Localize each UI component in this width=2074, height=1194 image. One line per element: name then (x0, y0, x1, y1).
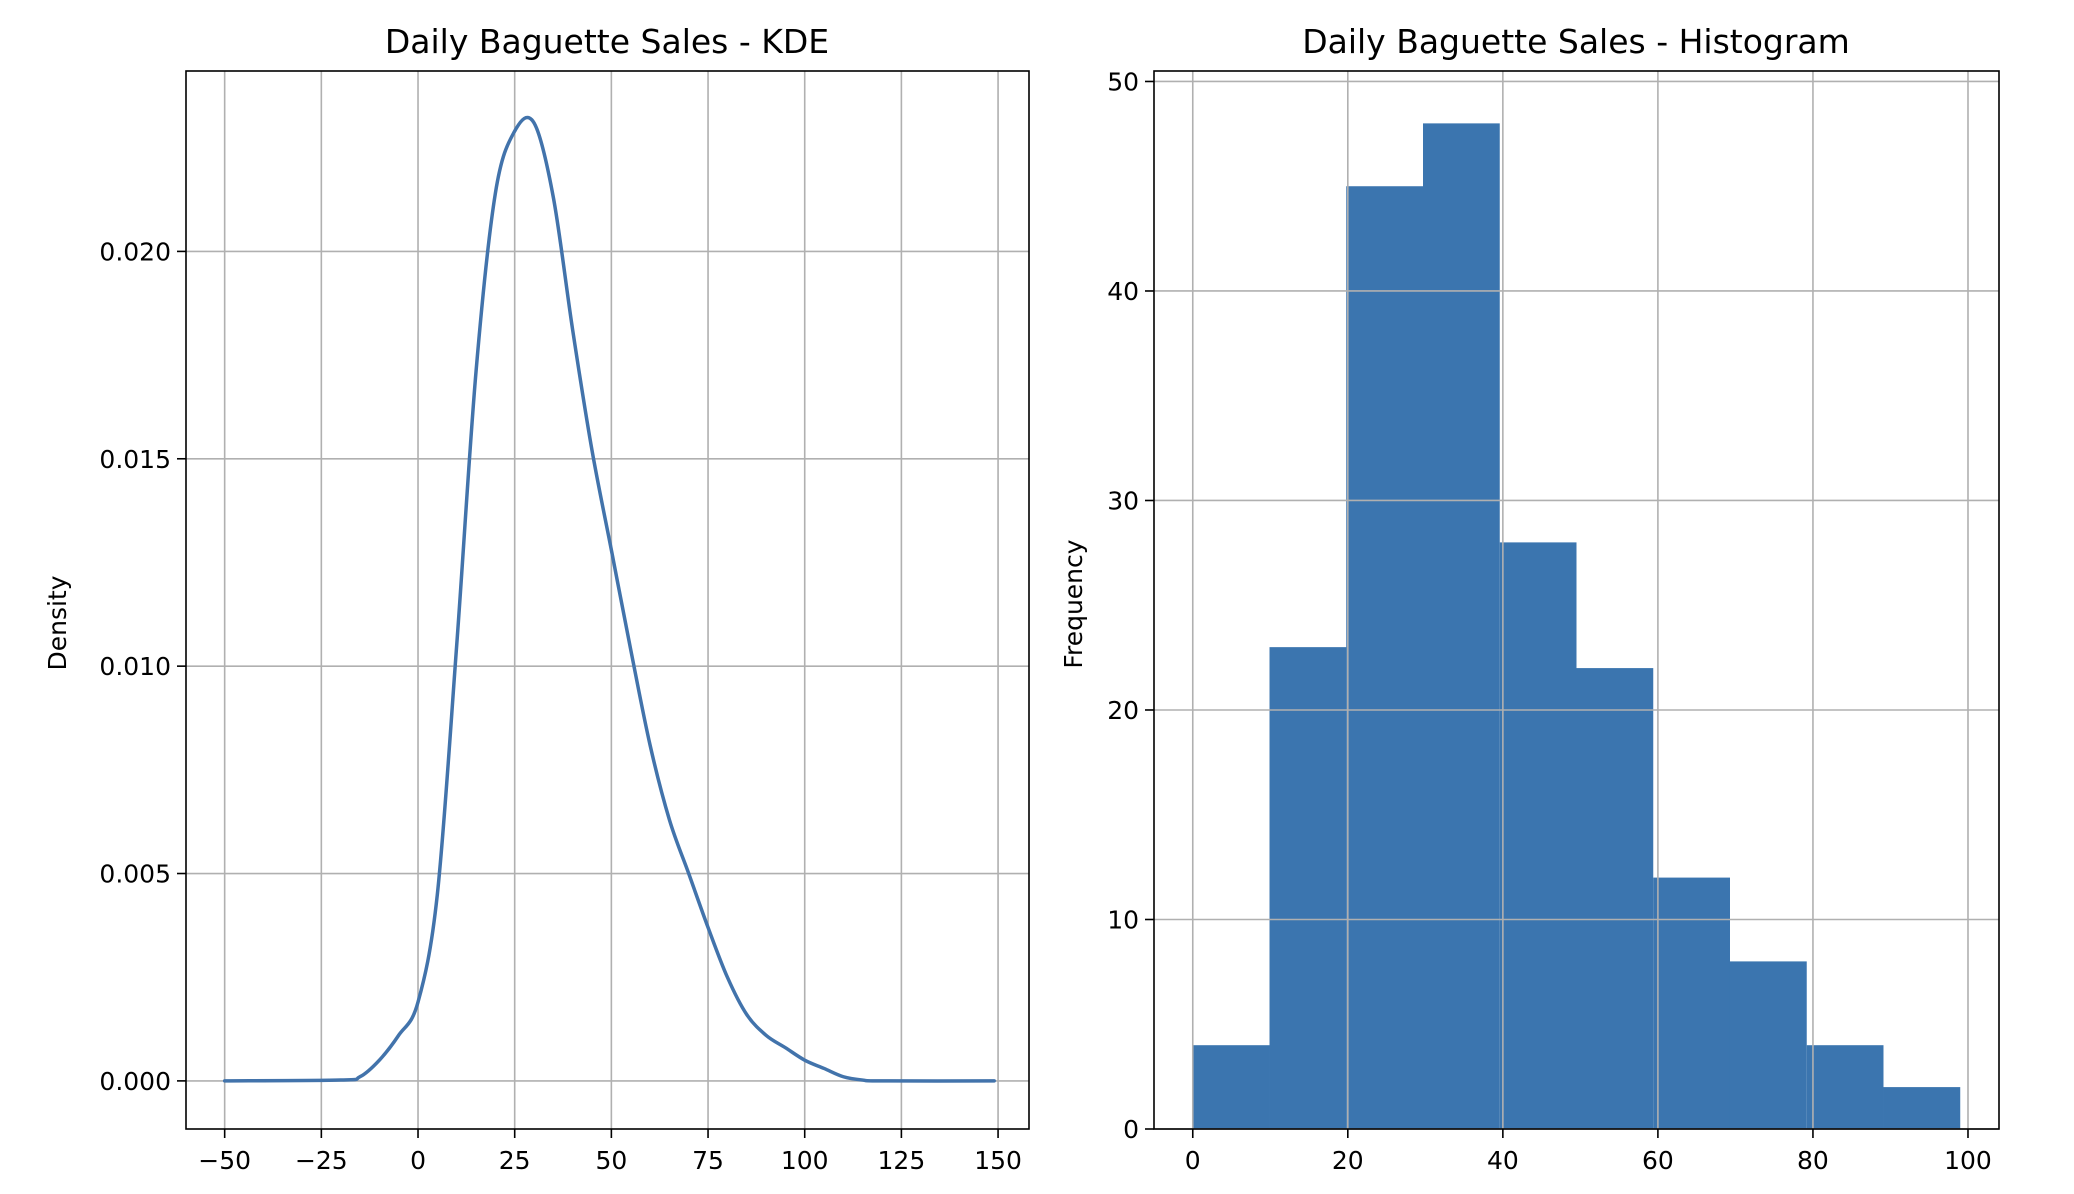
kde-x-axis: −50 −25 0 25 50 75 100 125 150 (198, 1129, 1022, 1175)
histogram-x-tick-label: 20 (1332, 1146, 1364, 1175)
histogram-bar (1423, 123, 1500, 1130)
kde-y-tick-label: 0.000 (99, 1067, 171, 1096)
kde-x-tick-label: 125 (878, 1146, 926, 1175)
kde-title: Daily Baguette Sales - KDE (385, 22, 829, 61)
kde-x-tick-label: 0 (410, 1146, 426, 1175)
histogram-bar (1346, 186, 1424, 1129)
kde-y-tick-label: 0.020 (99, 237, 171, 266)
histogram-subplot: Daily Baguette Sales - Histogram Frequen… (1059, 22, 2000, 1175)
histogram-bar (1653, 877, 1730, 1129)
histogram-bar (1192, 1045, 1270, 1129)
histogram-ylabel: Frequency (1059, 539, 1088, 668)
histogram-y-tick-label: 0 (1123, 1115, 1139, 1144)
kde-y-axis: 0.000 0.005 0.010 0.015 0.020 (99, 237, 186, 1096)
histogram-x-tick-label: 0 (1185, 1146, 1201, 1175)
histogram-bar (1729, 961, 1807, 1129)
histogram-bar (1883, 1087, 1961, 1129)
histogram-bar (1576, 668, 1654, 1129)
histogram-x-tick-label: 60 (1642, 1146, 1674, 1175)
histogram-plot-frame (1153, 70, 2000, 1130)
kde-x-tick-label: 75 (692, 1146, 724, 1175)
histogram-x-tick-label: 80 (1797, 1146, 1829, 1175)
histogram-x-tick-label: 100 (1944, 1146, 1992, 1175)
histogram-y-tick-label: 50 (1107, 67, 1139, 96)
kde-gridlines (186, 71, 1029, 1129)
kde-x-tick-label: 100 (781, 1146, 829, 1175)
histogram-y-tick-label: 40 (1107, 277, 1139, 306)
kde-y-tick-label: 0.015 (99, 445, 171, 474)
histogram-y-tick-label: 10 (1107, 905, 1139, 934)
kde-y-tick-label: 0.010 (99, 652, 171, 681)
histogram-title: Daily Baguette Sales - Histogram (1302, 22, 1850, 61)
kde-y-tick-label: 0.005 (99, 860, 171, 889)
histogram-bar (1499, 542, 1577, 1129)
kde-density-line (222, 115, 996, 1083)
histogram-bar (1806, 1045, 1884, 1129)
kde-x-tick-label: −50 (198, 1146, 251, 1175)
kde-x-tick-label: −25 (295, 1146, 348, 1175)
kde-subplot: Daily Baguette Sales - KDE Density −50 −2… (43, 22, 1030, 1175)
histogram-y-axis: 0 10 20 30 40 50 (1107, 67, 1154, 1144)
histogram-y-tick-label: 30 (1107, 486, 1139, 515)
histogram-x-axis: 0 20 40 60 80 100 (1185, 1129, 1992, 1175)
kde-plot-frame (185, 70, 1030, 1130)
histogram-y-tick-label: 20 (1107, 696, 1139, 725)
kde-x-tick-label: 150 (974, 1146, 1022, 1175)
histogram-x-tick-label: 40 (1487, 1146, 1519, 1175)
kde-x-tick-label: 25 (499, 1146, 531, 1175)
kde-x-tick-label: 50 (595, 1146, 627, 1175)
kde-ylabel: Density (43, 575, 72, 670)
histogram-bar (1269, 647, 1347, 1129)
